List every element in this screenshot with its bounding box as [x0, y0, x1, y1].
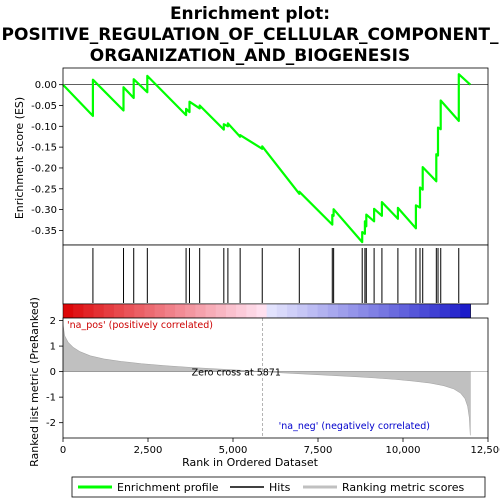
- rank-bar-segment: [94, 304, 105, 318]
- rank-bar-segment: [267, 304, 278, 318]
- x-tick-label: 10,000: [386, 445, 421, 456]
- rank-bar-segment: [216, 304, 227, 318]
- rank-bar-segment: [195, 304, 206, 318]
- rank-bar-segment: [419, 304, 430, 318]
- negative-correlation-label: 'na_neg' (negatively correlated): [279, 421, 430, 432]
- rank-bar-segment: [430, 304, 441, 318]
- x-axis-label: Rank in Ordered Dataset: [182, 456, 319, 469]
- rank-bar-segment: [104, 304, 115, 318]
- es-y-tick-label: -0.25: [31, 184, 57, 195]
- chart-title-line-2: POSITIVE_REGULATION_OF_CELLULAR_COMPONEN…: [2, 25, 499, 45]
- es-y-tick-label: -0.05: [31, 101, 57, 112]
- metric-y-tick-label: 0: [50, 367, 56, 378]
- chart-title-line-1: Enrichment plot:: [170, 4, 330, 24]
- es-y-tick-label: 0.00: [35, 80, 57, 91]
- x-tick-label: 7,500: [304, 445, 333, 456]
- metric-y-tick-label: 2: [50, 316, 56, 327]
- rank-bar-segment: [409, 304, 420, 318]
- rank-bar-segment: [328, 304, 339, 318]
- rank-bar-segment: [379, 304, 390, 318]
- rank-bar-segment: [63, 304, 74, 318]
- es-panel: 0.00 -0.05 -0.10 -0.15 -0.20 -0.25 -0.30 -0.35: [31, 68, 488, 245]
- rank-bar-segment: [185, 304, 196, 318]
- positive-correlation-label: 'na_pos' (positively correlated): [67, 320, 213, 331]
- es-y-tick-label: -0.35: [31, 226, 57, 237]
- rank-bar-segment: [134, 304, 145, 318]
- rank-bar-segment: [338, 304, 349, 318]
- hits-panel: [63, 245, 488, 304]
- rank-bar-segment: [155, 304, 166, 318]
- x-tick-label: 12,500: [471, 445, 500, 456]
- rank-bar-segment: [246, 304, 257, 318]
- rank-bar-segment: [236, 304, 247, 318]
- x-tick-label: 0: [60, 445, 66, 456]
- rank-bar-segment: [287, 304, 298, 318]
- rank-bar-segment: [165, 304, 176, 318]
- zero-cross-label: Zero cross at 5871: [192, 368, 281, 379]
- hits-panel-frame: [63, 245, 488, 304]
- rank-bar-segment: [399, 304, 410, 318]
- rank-bar-segment: [114, 304, 125, 318]
- metric-y-tick-label: 1: [50, 342, 56, 353]
- rank-bar-segment: [206, 304, 217, 318]
- rank-bar-segment: [440, 304, 451, 318]
- rank-bar-segment: [348, 304, 359, 318]
- rank-bar-segment: [175, 304, 186, 318]
- legend-label-hits: Hits: [269, 481, 291, 494]
- es-plot-area: [63, 68, 488, 245]
- rank-bar-segment: [450, 304, 461, 318]
- rank-bar-segment: [124, 304, 135, 318]
- rank-bar-segment: [73, 304, 84, 318]
- rank-bar-segment: [297, 304, 308, 318]
- rank-bar-segment: [307, 304, 318, 318]
- legend-label-enrichment-profile: Enrichment profile: [117, 481, 219, 494]
- es-y-tick-label: -0.30: [31, 205, 57, 216]
- chart-legend: Enrichment profile Hits Ranking metric s…: [72, 477, 485, 497]
- es-y-tick-label: -0.15: [31, 143, 57, 154]
- x-tick-label: 2,500: [134, 445, 163, 456]
- metric-y-axis-label: Ranked list metric (PreRanked): [28, 297, 41, 467]
- metric-panel: Zero cross at 5871 'na_pos' (positively c…: [46, 316, 500, 456]
- rank-bar-segment: [368, 304, 379, 318]
- rank-color-bar: [63, 304, 471, 318]
- es-y-tick-label: -0.10: [31, 122, 57, 133]
- rank-bar-segment: [358, 304, 369, 318]
- rank-bar-segment: [144, 304, 155, 318]
- rank-bar-segment: [318, 304, 329, 318]
- rank-bar-segment: [460, 304, 471, 318]
- es-y-tick-label: -0.20: [31, 163, 57, 174]
- metric-y-tick-label: -1: [46, 393, 56, 404]
- legend-label-ranking-metric: Ranking metric scores: [342, 481, 464, 494]
- rank-bar-segment: [226, 304, 237, 318]
- rank-bar-segment: [83, 304, 94, 318]
- rank-bar-segment: [389, 304, 400, 318]
- rank-bar-segment: [256, 304, 267, 318]
- chart-title-line-3: ORGANIZATION_AND_BIOGENESIS: [90, 46, 410, 66]
- metric-y-tick-label: -2: [46, 418, 56, 429]
- x-tick-label: 5,000: [219, 445, 248, 456]
- rank-bar-segment: [277, 304, 288, 318]
- es-y-axis-label: Enrichment score (ES): [13, 97, 26, 219]
